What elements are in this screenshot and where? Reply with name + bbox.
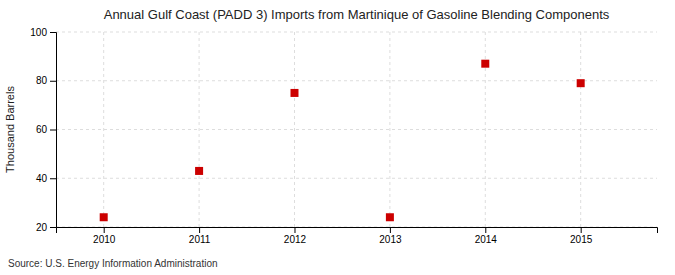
y-tick-mark [50, 227, 56, 228]
y-tick: 20 [36, 222, 56, 233]
y-grid-line [56, 178, 657, 179]
x-tick-label: 2011 [189, 234, 211, 245]
x-axis: 2010 2011 2012 2013 2014 2015 [57, 227, 658, 245]
x-tick: 2010 [93, 227, 116, 245]
y-tick: 80 [36, 75, 56, 86]
x-tick: 2013 [379, 227, 402, 245]
point [481, 60, 489, 68]
y-tick-mark [50, 81, 56, 82]
y-tick-mark [50, 130, 56, 131]
y-tick-mark [50, 178, 56, 179]
x-tick-mark [104, 227, 105, 233]
x-grid-line [389, 32, 390, 227]
y-tick: 100 [30, 27, 56, 38]
y-tick-label: 20 [36, 222, 48, 233]
x-axis-line [57, 228, 658, 234]
source: Source: U.S. Energy Information Administ… [8, 258, 218, 269]
y-tick-label: 40 [36, 173, 48, 184]
x-tick: 2015 [570, 227, 593, 245]
y-axis: 20 40 60 80 100 [30, 27, 56, 233]
y-axis-line [50, 33, 57, 228]
point [386, 213, 394, 221]
point [577, 79, 585, 87]
x-grid-line [580, 32, 581, 227]
x-tick-label: 2012 [284, 234, 307, 245]
x-tick: 2014 [475, 227, 498, 245]
x-tick-label: 2010 [93, 234, 116, 245]
y-tick-label: 100 [30, 27, 47, 38]
x-tick-label: 2014 [475, 234, 498, 245]
page: {"chart_data": {"type": "scatter", "titl… [0, 0, 675, 275]
plot-area: 2010 2011 2012 2013 2014 2015 20 40 60 80 100 [30, 27, 657, 245]
x-tick: 2011 [189, 227, 211, 245]
y-tick-label: 60 [36, 124, 48, 135]
x-tick-mark [390, 227, 391, 233]
x-grid-line [294, 32, 295, 227]
y-tick-label: 80 [36, 75, 48, 86]
y-tick-mark [50, 32, 56, 33]
point [195, 167, 203, 175]
y-tick: 60 [36, 124, 56, 135]
x-tick-label: 2013 [379, 234, 402, 245]
title: Annual Gulf Coast (PADD 3) Imports from … [104, 7, 610, 22]
x-tick-label: 2015 [570, 234, 593, 245]
point [290, 89, 298, 97]
y-grid-line [56, 32, 657, 33]
x-tick-mark [199, 227, 200, 233]
x-tick-mark [294, 227, 295, 233]
y-axis-label: Thousand Barrels [4, 86, 16, 173]
grid [56, 32, 657, 227]
point [100, 213, 108, 221]
x-grid-line [199, 32, 200, 227]
x-tick-mark [581, 227, 582, 233]
y-grid-line [56, 80, 657, 81]
x-tick: 2012 [284, 227, 307, 245]
y-grid-line [56, 129, 657, 130]
x-tick-mark [485, 227, 486, 233]
x-grid-line [103, 32, 104, 227]
points [100, 60, 585, 222]
y-tick: 40 [36, 173, 56, 184]
chart: 2010 2011 2012 2013 2014 2015 20 40 60 80 100 Annua… [0, 0, 675, 275]
